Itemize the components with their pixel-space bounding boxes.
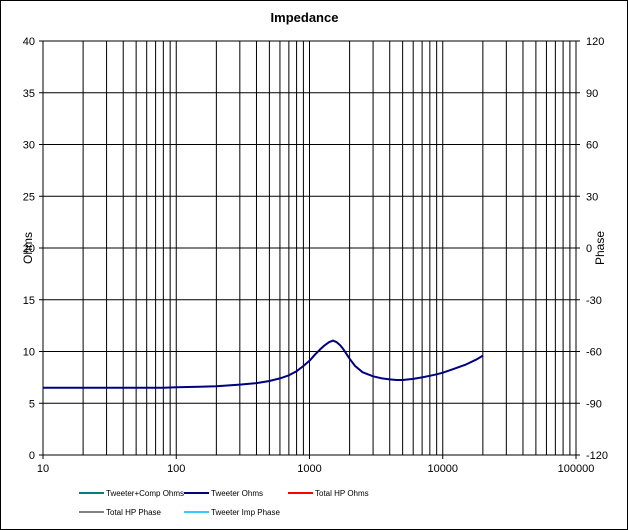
- y2-tick-label: 120: [586, 36, 604, 48]
- legend-label: Tweeter Imp Phase: [211, 508, 280, 517]
- y2-axis-label: Phase: [593, 231, 607, 265]
- legend-label: Total HP Phase: [106, 508, 162, 517]
- series-line-tweeter-ohms: [43, 339, 484, 389]
- y2-tick-label: 90: [586, 88, 598, 100]
- legend-label: Tweeter Ohms: [211, 489, 263, 498]
- y-tick-label: 0: [29, 450, 35, 462]
- y-tick-label: 40: [23, 36, 35, 48]
- y2-tick-label: -60: [586, 347, 602, 359]
- legend-label: Tweeter+Comp Ohms: [106, 489, 184, 498]
- y-tick-label: 5: [29, 398, 35, 410]
- y-tick-label: 35: [23, 88, 35, 100]
- y2-tick-label: -30: [586, 295, 602, 307]
- x-tick-label: 10: [37, 463, 49, 475]
- y-tick-label: 10: [23, 347, 35, 359]
- x-tick-label: 100: [167, 463, 185, 475]
- y-tick-label: 30: [23, 140, 35, 152]
- x-tick-label: 1000: [297, 463, 321, 475]
- x-tick-label: 100000: [558, 463, 595, 475]
- y-tick-label: 15: [23, 295, 35, 307]
- legend-label: Total HP Ohms: [315, 489, 369, 498]
- chart-title: Impedance: [271, 10, 339, 25]
- y2-tick-label: 60: [586, 140, 598, 152]
- y2-tick-label: -120: [586, 450, 608, 462]
- y2-tick-label: 0: [586, 243, 592, 255]
- y-tick-label: 25: [23, 191, 35, 203]
- y-tick-label: 20: [23, 243, 35, 255]
- y-axis-label: Ohms: [21, 232, 35, 264]
- x-tick-label: 10000: [427, 463, 458, 475]
- y2-tick-label: -90: [586, 398, 602, 410]
- y2-tick-label: 30: [586, 191, 598, 203]
